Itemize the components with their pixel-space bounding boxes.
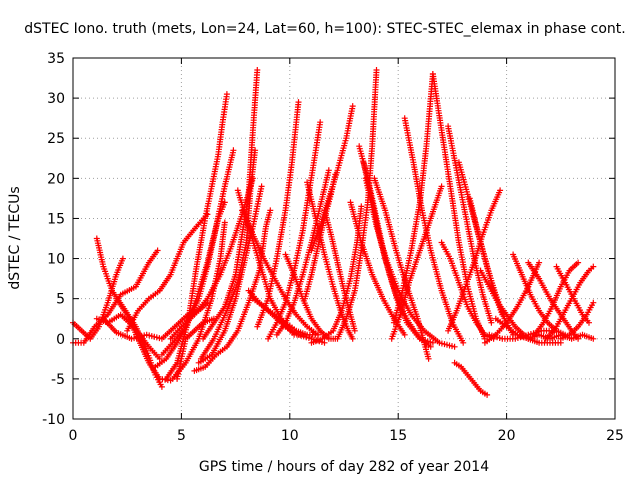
data-point: [221, 219, 228, 226]
series-markers-39: [429, 71, 488, 342]
series-markers-13: [191, 207, 274, 374]
series-markers-27: [308, 103, 356, 254]
y-tick-label: 30: [47, 91, 65, 107]
data-point: [351, 327, 358, 334]
data-point: [349, 335, 356, 342]
data-point: [497, 187, 504, 194]
data-point: [321, 339, 328, 346]
data-point: [230, 147, 237, 154]
series-markers-33: [347, 199, 408, 338]
data-point: [460, 339, 467, 346]
data-point: [401, 331, 408, 338]
series-trace-22: [256, 102, 300, 327]
series-markers-11: [163, 91, 230, 382]
data-point: [258, 183, 265, 190]
series-markers-29: [321, 207, 358, 334]
data-point: [451, 343, 458, 350]
data-point: [488, 319, 495, 326]
data-point: [332, 171, 339, 178]
data-point: [373, 67, 380, 73]
data-point: [425, 355, 432, 362]
data-point: [295, 99, 302, 106]
series-markers-6: [124, 211, 211, 334]
y-axis-label: dSTEC / TECUs: [7, 186, 23, 289]
tick-labels: 0 5 10 15 20 25 -10 -5 0 5 10 15 20 25 30 35: [42, 51, 624, 444]
marker-layer: [70, 67, 597, 398]
data-point: [154, 247, 161, 254]
data-point: [325, 167, 332, 174]
data-point: [429, 339, 436, 346]
series-markers-26: [304, 179, 356, 342]
y-tick-label: -10: [42, 412, 65, 428]
data-point: [438, 183, 445, 190]
data-point: [158, 383, 165, 390]
y-tick-label: 0: [56, 332, 65, 348]
y-tick-label: 20: [47, 171, 65, 187]
data-point: [315, 331, 321, 338]
x-tick-label: 15: [389, 428, 407, 444]
x-tick-label: 10: [281, 428, 299, 444]
series-markers-4: [100, 299, 211, 342]
series-markers-43: [451, 359, 491, 398]
y-tick-label: 25: [47, 131, 65, 147]
x-tick-label: 0: [69, 428, 78, 444]
series-markers-41: [445, 123, 495, 326]
data-point: [267, 207, 274, 214]
chart-title: dSTEC Iono. truth (mets, Lon=24, Lat=60,…: [24, 21, 625, 37]
series-markers-37: [401, 115, 467, 346]
data-point: [223, 91, 230, 98]
series-markers-5: [113, 295, 174, 384]
data-point: [427, 343, 434, 350]
series-markers-1: [70, 247, 161, 346]
y-tick-label: 15: [47, 211, 65, 227]
series-markers-35: [371, 175, 432, 362]
y-tick-label: 35: [47, 51, 65, 67]
y-tick-label: 5: [56, 292, 65, 308]
series-markers-22: [254, 99, 302, 330]
y-tick-label: -5: [51, 372, 65, 388]
data-point: [484, 391, 491, 398]
x-tick-label: 25: [606, 428, 624, 444]
series-markers-28: [302, 171, 339, 302]
x-axis-label: GPS time / hours of day 282 of year 2014: [199, 459, 489, 475]
data-point: [349, 103, 356, 110]
x-tick-label: 5: [177, 428, 186, 444]
data-point: [317, 119, 324, 126]
data-point: [221, 199, 228, 206]
data-point: [119, 255, 126, 262]
data-point: [254, 67, 261, 73]
y-tick-label: 10: [47, 252, 65, 268]
series-markers-12: [158, 147, 237, 358]
x-tick-label: 20: [498, 428, 516, 444]
data-point: [358, 203, 365, 210]
series-markers-15: [200, 67, 261, 342]
